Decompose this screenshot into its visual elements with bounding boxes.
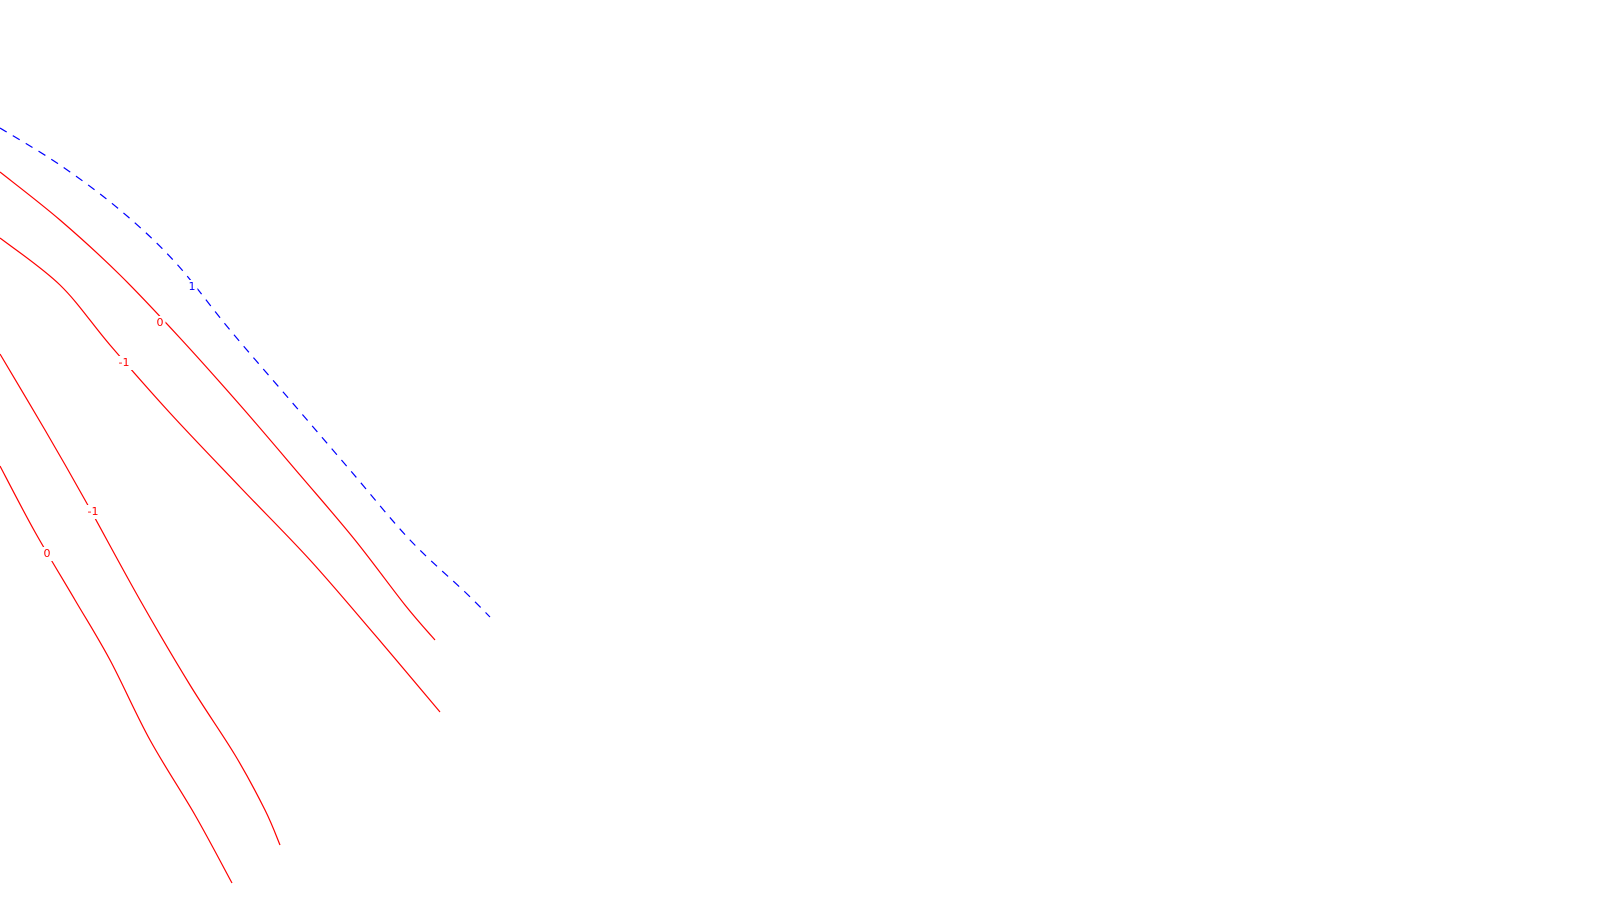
contour-label: 1	[189, 280, 196, 293]
contour-lines	[0, 127, 491, 884]
contour-label: -1	[119, 356, 130, 369]
contour-label-background	[186, 280, 198, 294]
contour-line-level-1-0	[0, 127, 491, 618]
contour-line-level-0-1	[0, 171, 436, 641]
contour-label: 0	[44, 547, 51, 560]
contour-label: 0	[157, 316, 164, 329]
contour-line-level-0-4	[0, 465, 233, 884]
contour-line-level-neg1-3	[0, 353, 281, 846]
contour-labels: 1 0 -1 -1 0	[41, 280, 198, 561]
contour-label-background	[41, 547, 53, 561]
contour-line-level-neg1-2	[0, 237, 441, 713]
contour-label-background	[115, 356, 133, 370]
contour-label-background	[154, 316, 166, 330]
contour-label-background	[84, 505, 102, 519]
contour-label: -1	[88, 505, 99, 518]
